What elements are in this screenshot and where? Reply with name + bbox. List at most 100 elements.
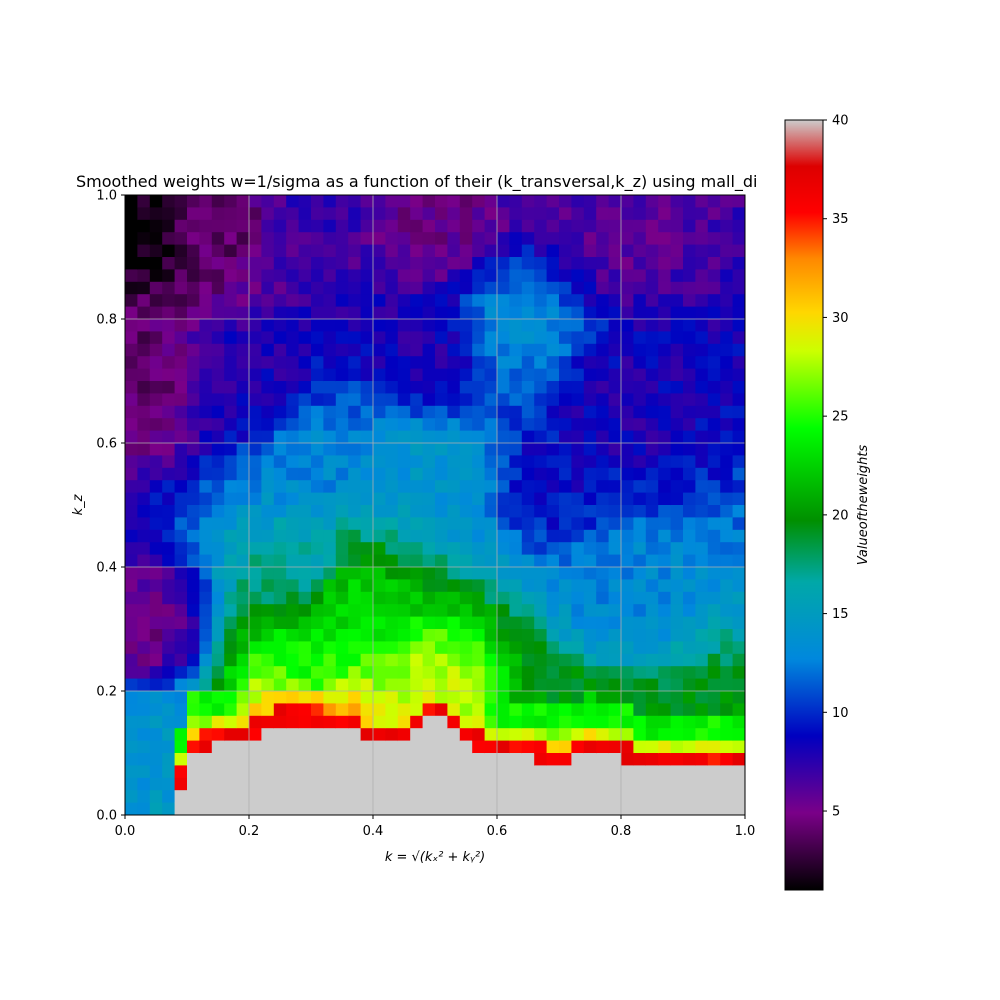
heatmap-cell (459, 505, 473, 518)
heatmap-cell (385, 356, 399, 370)
heatmap-cell (596, 492, 610, 506)
heatmap-cell (608, 467, 622, 481)
heatmap-cell (261, 529, 275, 543)
heatmap-cell (410, 281, 424, 295)
heatmap-cell (608, 257, 622, 270)
heatmap-cell (311, 319, 324, 332)
heatmap-cell (484, 455, 498, 469)
heatmap-cell (335, 232, 349, 246)
heatmap-cell (187, 207, 200, 221)
heatmap-cell (311, 381, 324, 394)
heatmap-cell (645, 554, 659, 568)
heatmap-cell (311, 480, 324, 494)
heatmap-cell (137, 418, 151, 432)
heatmap-cell (546, 529, 560, 543)
heatmap-cell (546, 257, 560, 270)
heatmap-cell (534, 430, 548, 444)
heatmap-cell (583, 604, 597, 618)
heatmap-cell (484, 356, 498, 370)
heatmap-cell (447, 715, 461, 729)
heatmap-cell (596, 505, 610, 518)
heatmap-cell (149, 492, 163, 506)
heatmap-cell (323, 430, 337, 444)
heatmap-cell (273, 777, 287, 791)
heatmap-cell (720, 381, 734, 394)
heatmap-cell (125, 418, 138, 432)
heatmap-cell (435, 802, 448, 815)
heatmap-cell (236, 529, 250, 543)
heatmap-cell (658, 244, 672, 258)
heatmap-cell (633, 443, 647, 456)
heatmap-cell (187, 691, 200, 704)
heatmap-cell (683, 281, 696, 295)
heatmap-cell (273, 567, 287, 580)
heatmap-cell (397, 505, 411, 518)
heatmap-cell (720, 740, 734, 754)
heatmap-cell (162, 567, 176, 580)
heatmap-cell (447, 430, 461, 444)
heatmap-cell (559, 505, 572, 518)
heatmap-cell (323, 343, 337, 357)
heatmap-cell (162, 430, 176, 444)
heatmap-cell (484, 591, 498, 605)
x-axis-ticks: 0.0 0.2 0.4 0.6 0.8 1.0 (115, 815, 755, 839)
heatmap-cell (546, 567, 560, 580)
chart-title: Smoothed weights w=1/sigma as a function… (76, 172, 757, 192)
heatmap-cell (385, 405, 399, 419)
heatmap-cell (720, 666, 734, 680)
heatmap-cell (571, 269, 585, 283)
heatmap-cell (323, 777, 337, 791)
heatmap-cell (658, 418, 672, 432)
heatmap-cell (373, 529, 386, 543)
heatmap-cell (645, 604, 659, 618)
heatmap-cell (149, 269, 163, 283)
heatmap-cell (472, 740, 486, 754)
heatmap-cell (534, 629, 548, 642)
heatmap-cell (509, 219, 523, 233)
heatmap-cell (695, 753, 709, 766)
heatmap-cell (224, 232, 238, 246)
heatmap-cell (348, 492, 362, 506)
heatmap-cell (348, 381, 362, 394)
heatmap-cell (149, 257, 163, 270)
heatmap-cell (174, 765, 188, 779)
heatmap-cell (397, 653, 411, 667)
heatmap-cell (546, 802, 560, 815)
heatmap-cell (447, 567, 461, 580)
heatmap-cell (335, 691, 349, 704)
heatmap-cell (633, 269, 647, 283)
heatmap-cell (596, 455, 610, 469)
heatmap-cell (385, 381, 399, 394)
heatmap-cell (410, 641, 424, 655)
heatmap-cell (286, 629, 300, 642)
heatmap-cell (484, 269, 498, 283)
heatmap-cell (472, 554, 486, 568)
heatmap-cell (311, 740, 324, 754)
heatmap-cell (187, 790, 200, 804)
heatmap-cell (459, 319, 473, 332)
heatmap-cell (261, 331, 275, 345)
heatmap-cell (373, 802, 386, 815)
heatmap-cell (633, 294, 647, 308)
heatmap-cell (348, 343, 362, 357)
heatmap-cell (683, 753, 696, 766)
heatmap-cell (559, 517, 572, 531)
heatmap-cell (497, 418, 510, 432)
heatmap-cell (298, 467, 312, 481)
heatmap-cell (211, 604, 225, 618)
heatmap-cell (373, 567, 386, 580)
heatmap-cell (447, 381, 461, 394)
heatmap-cell (236, 343, 250, 357)
heatmap-cell (683, 294, 696, 308)
heatmap-cell (422, 418, 436, 432)
heatmap-cell (497, 715, 510, 729)
heatmap-cell (633, 653, 647, 667)
heatmap-cell (571, 703, 585, 717)
heatmap-cell (422, 529, 436, 543)
heatmap-cell (323, 517, 337, 531)
heatmap-cell (286, 381, 300, 394)
heatmap-cell (236, 753, 250, 766)
heatmap-cell (199, 579, 213, 593)
heatmap-cell (435, 604, 448, 618)
heatmap-cell (149, 319, 163, 332)
